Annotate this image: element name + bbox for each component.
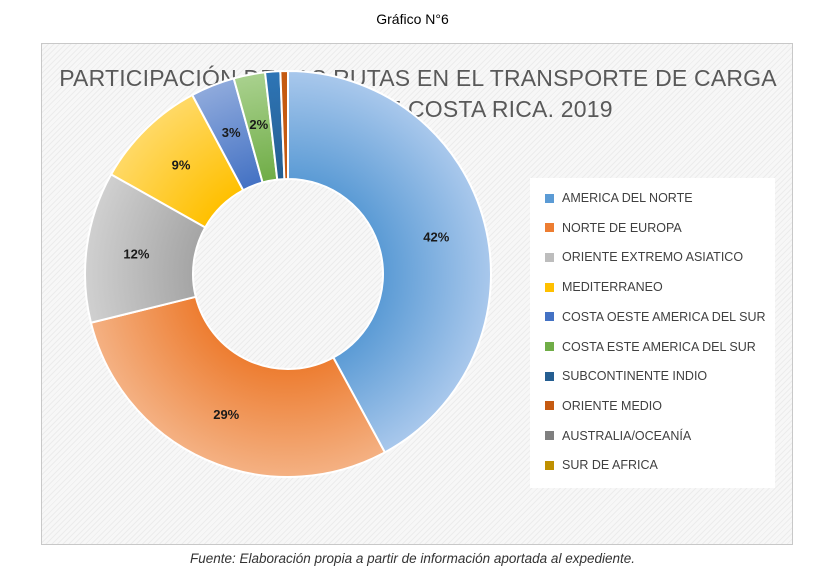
legend-label: ORIENTE EXTREMO ASIATICO bbox=[562, 250, 744, 265]
data-label-costa-este-america-del-sur: 2% bbox=[249, 117, 268, 132]
legend-item-sur-de-africa: SUR DE AFRICA bbox=[545, 456, 658, 474]
legend-item-subcontinente-indio: SUBCONTINENTE INDIO bbox=[545, 367, 707, 385]
legend-label: AUSTRALIA/OCEANÍA bbox=[562, 428, 692, 443]
legend-swatch bbox=[545, 371, 554, 381]
legend-label: NORTE DE EUROPA bbox=[562, 220, 682, 235]
legend-swatch bbox=[545, 401, 554, 411]
slice-america-del-norte bbox=[287, 69, 492, 454]
data-label-america-del-norte: 42% bbox=[423, 229, 449, 244]
legend-swatch bbox=[545, 252, 554, 262]
legend-label: COSTA OESTE AMERICA DEL SUR bbox=[562, 309, 766, 324]
legend-label: SUBCONTINENTE INDIO bbox=[562, 369, 708, 384]
data-label-oriente-extremo-asiatico: 12% bbox=[123, 246, 149, 261]
source-note: Fuente: Elaboración propia a partir de i… bbox=[189, 551, 636, 566]
legend-swatch bbox=[545, 460, 554, 470]
legend-label: COSTA ESTE AMERICA DEL SUR bbox=[562, 339, 756, 354]
data-label-mediterraneo: 9% bbox=[172, 158, 191, 173]
slice-norte-de-europa bbox=[89, 295, 387, 478]
data-label-norte-de-europa: 29% bbox=[213, 407, 239, 422]
legend-item-oriente-medio: ORIENTE MEDIO bbox=[545, 397, 662, 415]
figure-caption: Gráfico N°6 bbox=[376, 11, 449, 27]
legend-swatch bbox=[545, 282, 554, 292]
chart-title-line-1: PARTICIPACIÓN DE LAS RUTAS EN EL TRANSPO… bbox=[59, 65, 777, 91]
legend-swatch bbox=[545, 312, 554, 322]
slice-oriente-medio bbox=[279, 69, 289, 181]
legend-item-costa-este-america-del-sur: COSTA ESTE AMERICA DEL SUR bbox=[545, 338, 756, 356]
legend-item-norte-de-europa: NORTE DE EUROPA bbox=[545, 219, 682, 237]
legend-swatch bbox=[545, 193, 554, 203]
data-label-costa-oeste-america-del-sur: 3% bbox=[222, 125, 241, 140]
donut-plot: 42% 29% 12% 9% 3% 2% bbox=[84, 69, 492, 478]
legend: AMERICA DEL NORTE NORTE DE EUROPA ORIENTE … bbox=[530, 178, 775, 488]
legend-item-oriente-extremo-asiatico: ORIENTE EXTREMO ASIATICO bbox=[545, 248, 743, 266]
legend-swatch bbox=[545, 431, 554, 441]
legend-item-costa-oeste-america-del-sur: COSTA OESTE AMERICA DEL SUR bbox=[545, 308, 766, 326]
legend-swatch bbox=[545, 342, 554, 351]
legend-item-australia-oceania: AUSTRALIA/OCEANÍA bbox=[545, 427, 691, 445]
legend-swatch bbox=[545, 223, 554, 233]
legend-item-mediterraneo: MEDITERRANEO bbox=[545, 278, 663, 296]
legend-label: SUR DE AFRICA bbox=[562, 458, 658, 473]
legend-label: MEDITERRANEO bbox=[562, 280, 663, 295]
legend-label: ORIENTE MEDIO bbox=[562, 398, 663, 413]
legend-label: AMERICA DEL NORTE bbox=[562, 191, 693, 205]
legend-item-america-del-norte: AMERICA DEL NORTE bbox=[545, 189, 693, 207]
chart-area: PARTICIPACIÓN DE LAS RUTAS EN EL TRANSPO… bbox=[41, 43, 793, 545]
